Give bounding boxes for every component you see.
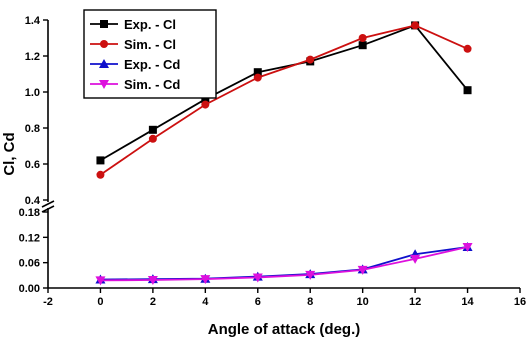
- legend-label: Exp. - Cd: [124, 57, 180, 72]
- data-point-1: [148, 134, 157, 143]
- x-tick-label: -2: [43, 296, 53, 308]
- y-tick-label: 0.18: [19, 207, 40, 219]
- data-point-1: [411, 21, 420, 30]
- legend-marker: [100, 20, 108, 28]
- x-tick-label: 6: [255, 296, 261, 308]
- data-point-1: [306, 55, 315, 64]
- y-tick-label: 1.2: [25, 51, 40, 63]
- legend-label: Sim. - Cd: [124, 77, 180, 92]
- axis-break-mark: [41, 200, 55, 208]
- legend-label: Exp. - Cl: [124, 17, 176, 32]
- data-point-3: [200, 275, 211, 285]
- x-tick-label: 0: [97, 296, 103, 308]
- y-tick-label: 1.4: [25, 15, 41, 27]
- y-tick-label: 0.00: [19, 283, 40, 295]
- data-point-3: [95, 276, 106, 286]
- axis-break-mark: [41, 205, 55, 213]
- data-point-3: [252, 273, 263, 283]
- y-axis-title: Cl, Cd: [1, 132, 18, 175]
- x-tick-label: 4: [202, 296, 209, 308]
- y-tick-label: 0.4: [25, 195, 41, 207]
- data-point-1: [253, 73, 262, 82]
- data-point-1: [201, 100, 210, 109]
- data-point-3: [357, 265, 368, 275]
- y-tick-label: 0.6: [25, 159, 40, 171]
- data-point-0: [201, 95, 210, 104]
- data-point-1: [96, 170, 105, 179]
- data-point-1: [463, 44, 472, 53]
- data-point-3: [305, 270, 316, 280]
- x-tick-label: 14: [461, 296, 474, 308]
- legend-marker: [99, 59, 109, 68]
- series-line-2: [100, 246, 468, 281]
- x-tick-label: 12: [409, 296, 421, 308]
- legend-marker: [99, 80, 109, 89]
- legend-label: Sim. - Cl: [124, 37, 176, 52]
- x-axis-title: Angle of attack (deg.): [208, 321, 361, 338]
- series-line-3: [100, 246, 468, 282]
- data-point-0: [148, 125, 157, 134]
- y-tick-label: 0.06: [19, 258, 40, 270]
- data-point-3: [147, 275, 158, 285]
- series-line-0: [99, 24, 469, 162]
- y-tick-label: 0.8: [25, 123, 40, 135]
- data-point-0: [96, 156, 105, 165]
- data-point-1: [358, 34, 367, 42]
- data-point-0: [463, 86, 472, 95]
- x-tick-label: 2: [150, 296, 156, 308]
- data-point-3: [462, 243, 473, 253]
- series-line-1: [99, 24, 468, 176]
- y-tick-label: 1.0: [25, 87, 40, 99]
- data-point-0: [358, 41, 367, 50]
- data-point-0: [253, 68, 262, 77]
- y-tick-label: 0.12: [19, 232, 40, 244]
- x-tick-label: 10: [357, 296, 369, 308]
- legend-marker: [100, 40, 108, 48]
- data-point-3: [410, 254, 421, 264]
- x-tick-label: 16: [514, 296, 526, 308]
- x-tick-label: 8: [307, 296, 313, 308]
